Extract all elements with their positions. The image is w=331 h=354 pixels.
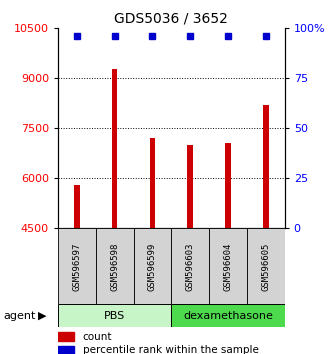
Title: GDS5036 / 3652: GDS5036 / 3652	[114, 12, 228, 26]
Bar	[58, 332, 74, 341]
Text: ▶: ▶	[38, 311, 47, 321]
Text: GSM596599: GSM596599	[148, 242, 157, 291]
Bar	[225, 143, 231, 228]
Text: percentile rank within the sample: percentile rank within the sample	[83, 345, 259, 354]
Text: agent: agent	[3, 311, 36, 321]
Bar	[171, 304, 285, 327]
Bar	[112, 69, 118, 228]
Text: GSM596604: GSM596604	[223, 242, 232, 291]
Text: GSM596598: GSM596598	[110, 242, 119, 291]
Bar	[171, 228, 209, 304]
Text: dexamethasone: dexamethasone	[183, 311, 273, 321]
Bar	[187, 145, 193, 228]
Text: GSM596597: GSM596597	[72, 242, 81, 291]
Bar	[58, 346, 74, 354]
Bar	[247, 228, 285, 304]
Bar	[58, 304, 171, 327]
Text: GSM596605: GSM596605	[261, 242, 270, 291]
Bar	[96, 228, 133, 304]
Bar	[58, 228, 96, 304]
Text: GSM596603: GSM596603	[186, 242, 195, 291]
Bar	[150, 138, 155, 228]
Bar	[263, 105, 268, 228]
Bar	[209, 228, 247, 304]
Text: PBS: PBS	[104, 311, 125, 321]
Text: count: count	[83, 332, 112, 342]
Bar	[133, 228, 171, 304]
Bar	[74, 185, 80, 228]
